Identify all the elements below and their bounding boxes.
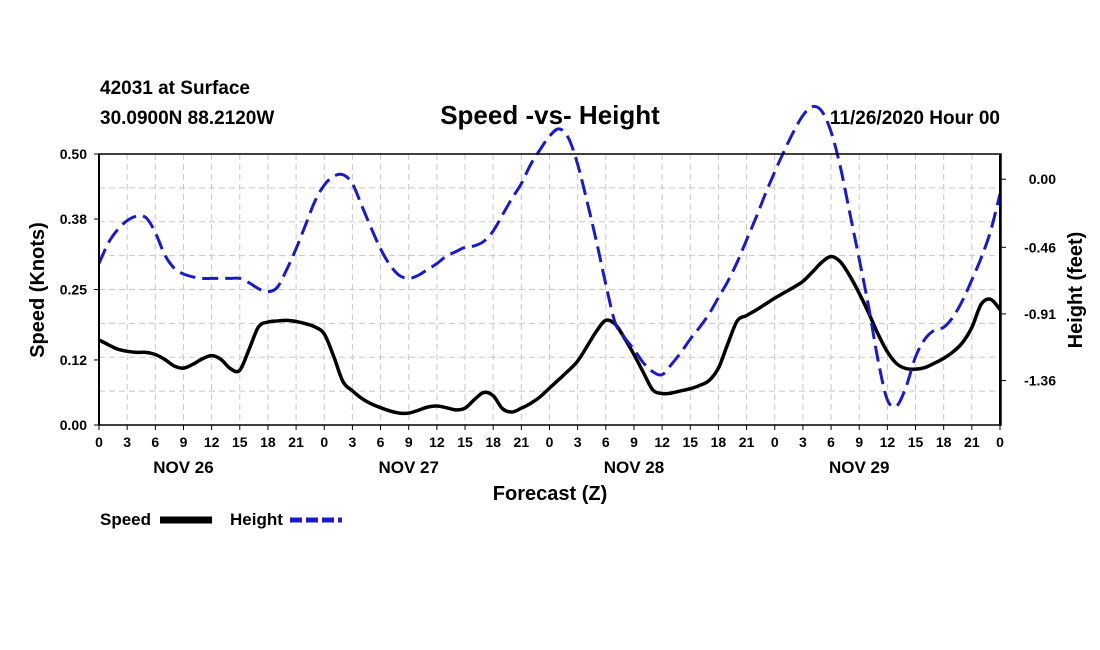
x-tick-label: 21 [964, 434, 980, 450]
y-right-tick-label: -0.91 [1024, 306, 1056, 322]
x-tick-label: 21 [514, 434, 530, 450]
x-tick-label: 18 [260, 434, 276, 450]
x-tick-label: 9 [630, 434, 638, 450]
y-left-tick-label: 0.12 [60, 352, 87, 368]
x-day-label: NOV 29 [829, 458, 889, 477]
x-day-label: NOV 28 [604, 458, 664, 477]
x-tick-label: 15 [232, 434, 248, 450]
legend: Speed Height [100, 510, 342, 529]
chart-title: Speed -vs- Height [440, 100, 660, 130]
x-tick-label: 15 [908, 434, 924, 450]
y-right-tick-label: 0.00 [1029, 171, 1056, 187]
x-tick-label: 18 [936, 434, 952, 450]
x-tick-label: 15 [457, 434, 473, 450]
legend-label-speed: Speed [100, 510, 151, 529]
x-tick-label: 21 [288, 434, 304, 450]
x-tick-label: 0 [546, 434, 554, 450]
x-tick-label: 0 [996, 434, 1004, 450]
y-left-tick-label: 0.00 [60, 417, 87, 433]
y-axis-title-right: Height (feet) [1065, 232, 1087, 349]
x-tick-label: 21 [739, 434, 755, 450]
series-line-speed [98, 254, 1002, 416]
x-tick-label: 3 [349, 434, 357, 450]
x-day-label: NOV 26 [153, 458, 213, 477]
x-day-label: NOV 27 [378, 458, 438, 477]
x-tick-label: 18 [711, 434, 727, 450]
y-left-tick-label: 0.25 [60, 282, 87, 298]
x-tick-label: 12 [880, 434, 896, 450]
y-left-tick-label: 0.38 [60, 211, 87, 227]
x-tick-label: 9 [855, 434, 863, 450]
x-tick-label: 3 [799, 434, 807, 450]
x-tick-label: 0 [771, 434, 779, 450]
legend-label-height: Height [230, 510, 283, 529]
run-time-label: 11/26/2020 Hour 00 [830, 108, 1000, 129]
series-line-height [97, 104, 1002, 409]
x-tick-label: 18 [485, 434, 501, 450]
axis-ticks: 0 3 6 9 12 15 18 21 0 3 6 9 12 15 18 21 0 3 6 9 12 15 18 21 0 3 6 9… [60, 146, 1056, 477]
station-label: 42031 at Surface [100, 78, 250, 99]
x-tick-label: 0 [95, 434, 103, 450]
x-tick-label: 3 [574, 434, 582, 450]
x-tick-label: 15 [682, 434, 698, 450]
x-axis-title: Forecast (Z) [493, 483, 607, 505]
grid-lines [99, 154, 1000, 425]
x-tick-label: 6 [151, 434, 159, 450]
series-lines [97, 104, 1002, 416]
x-tick-label: 12 [429, 434, 445, 450]
x-tick-label: 9 [405, 434, 413, 450]
x-tick-label: 6 [377, 434, 385, 450]
x-tick-label: 0 [320, 434, 328, 450]
x-tick-label: 6 [602, 434, 610, 450]
x-tick-label: 12 [654, 434, 670, 450]
y-axis-title-left: Speed (Knots) [27, 222, 49, 358]
y-right-tick-label: -1.36 [1024, 373, 1056, 389]
y-right-tick-label: -0.46 [1024, 239, 1056, 255]
coordinates-label: 30.0900N 88.2120W [100, 108, 274, 129]
x-tick-label: 12 [204, 434, 220, 450]
x-tick-label: 6 [827, 434, 835, 450]
y-left-tick-label: 0.50 [60, 146, 87, 162]
x-tick-label: 3 [123, 434, 131, 450]
x-tick-label: 9 [180, 434, 188, 450]
